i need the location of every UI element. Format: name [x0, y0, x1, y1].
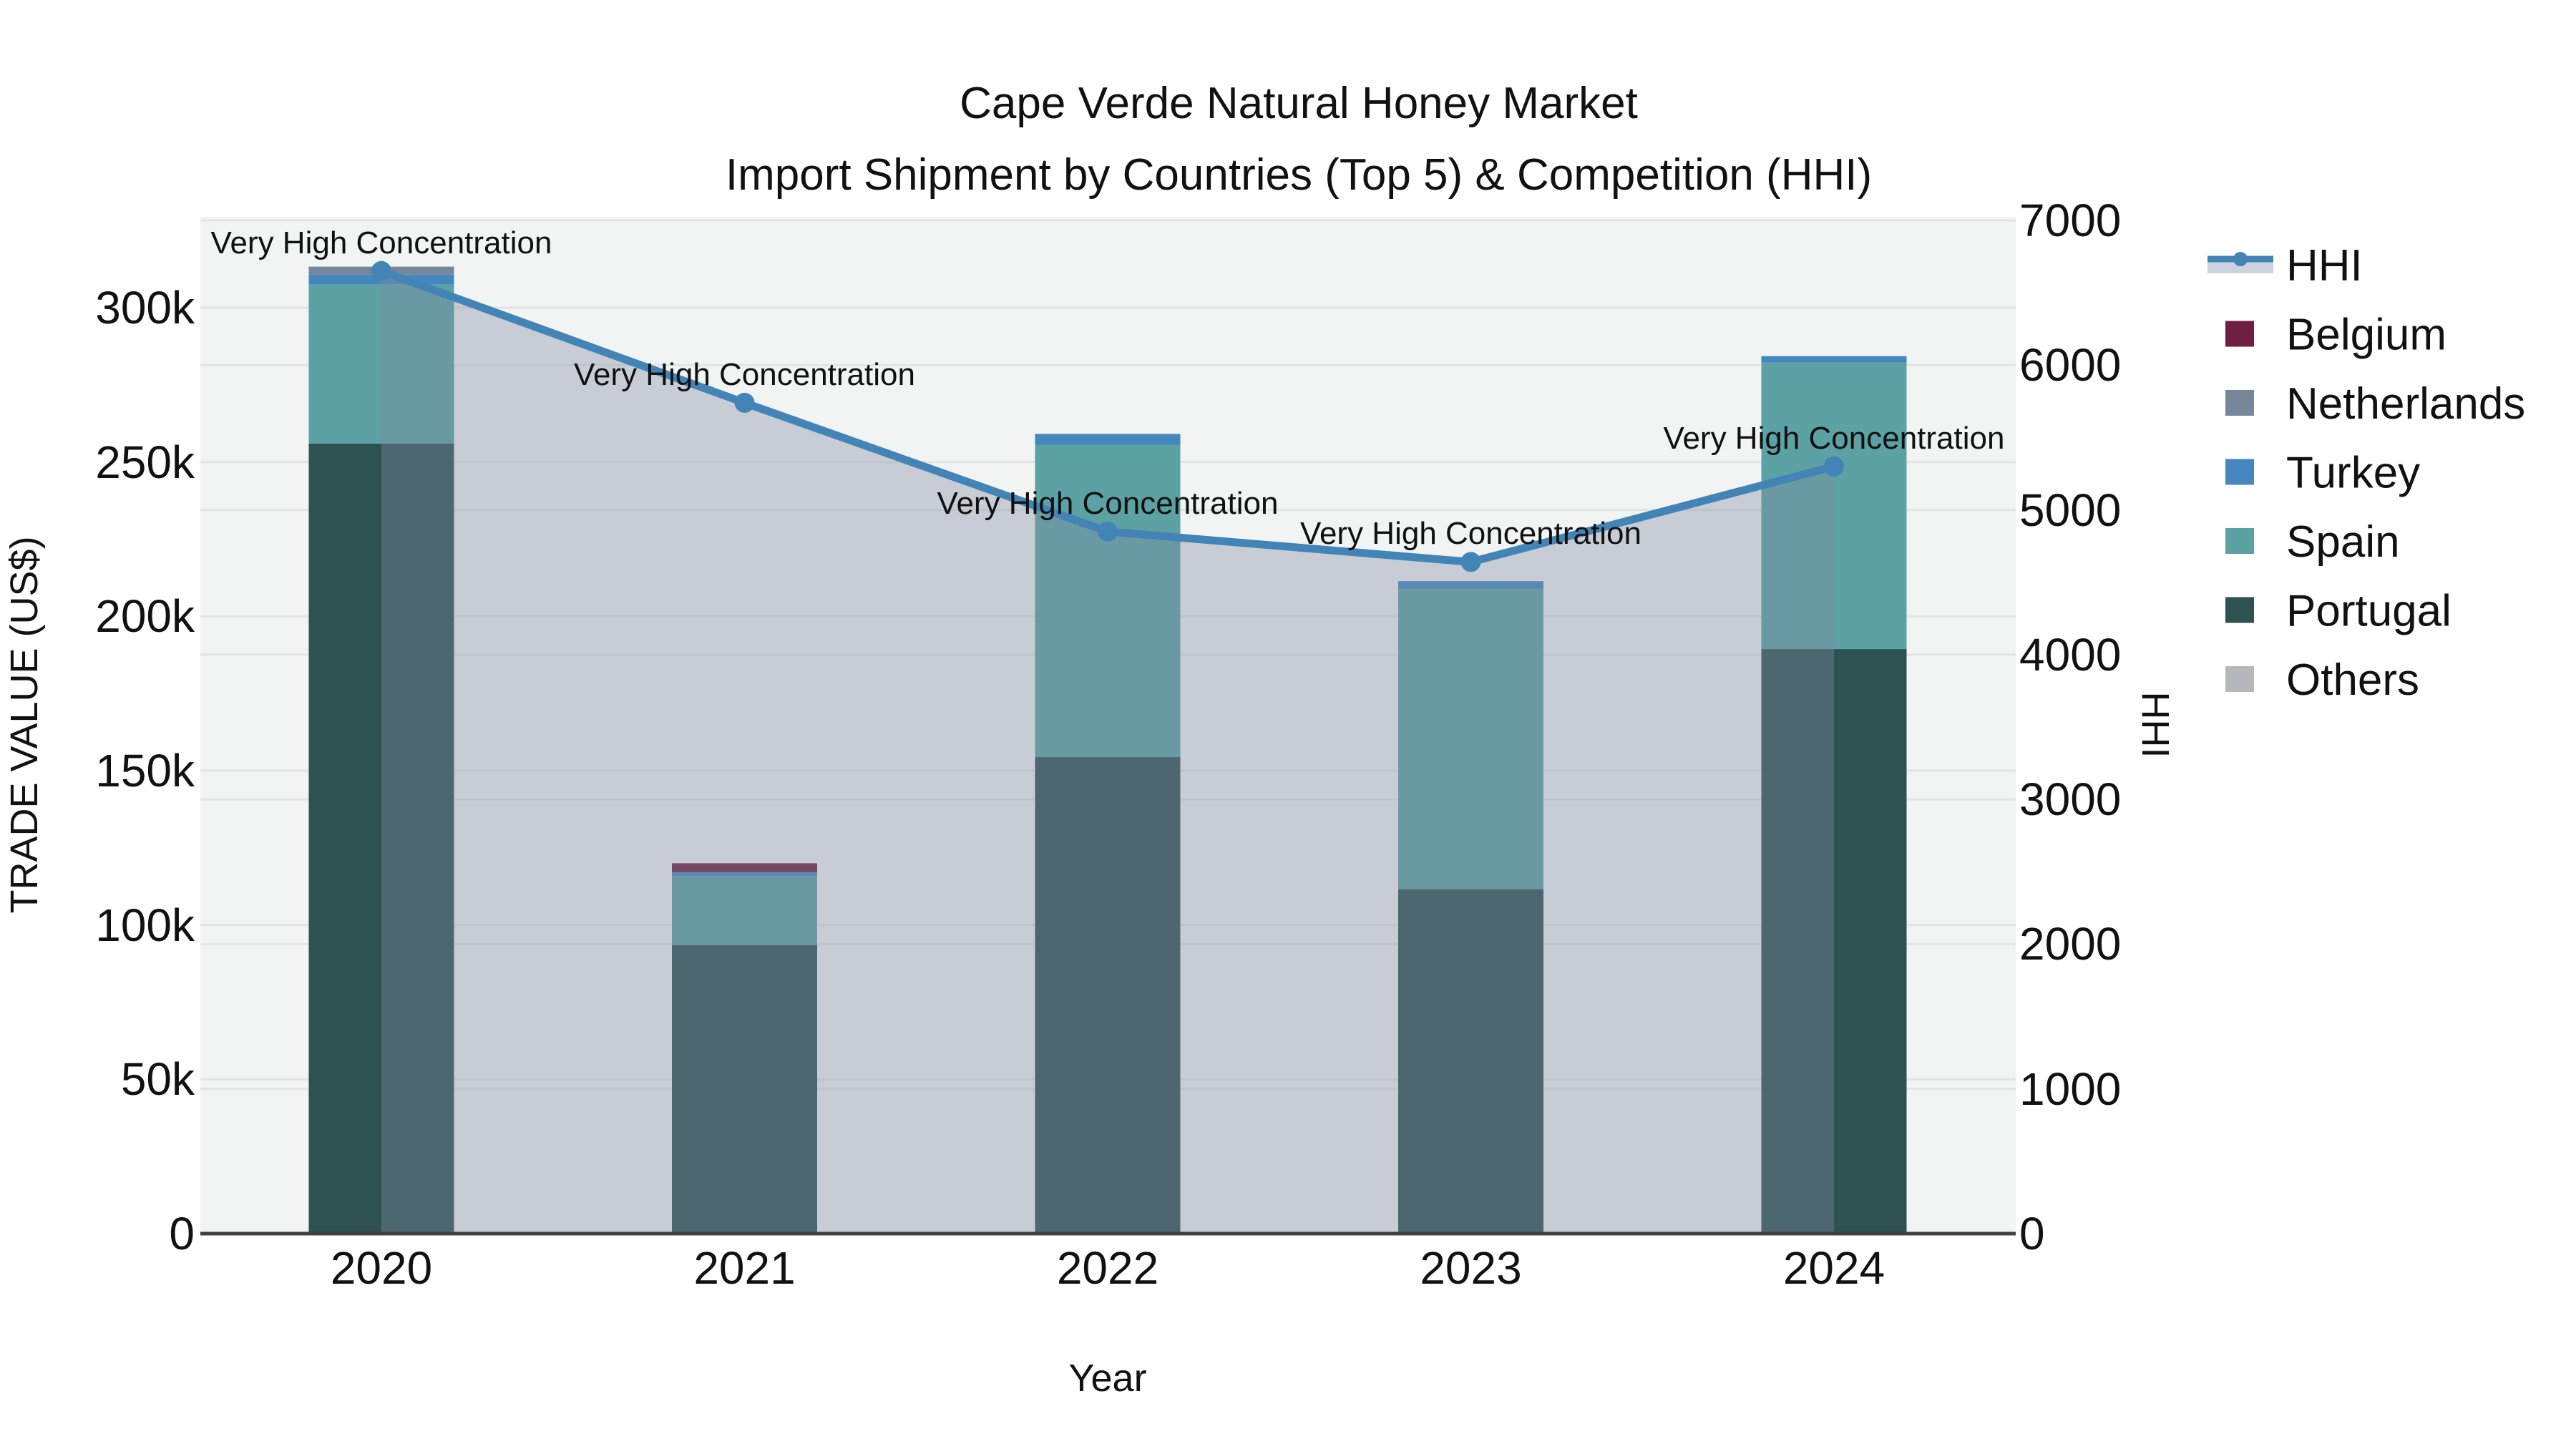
bar-2021-spain[interactable] [672, 876, 817, 945]
legend-swatch-spain [2225, 528, 2254, 554]
y-left-tick-label: 0 [169, 1208, 195, 1259]
hhi-point-2021[interactable] [734, 392, 755, 413]
y-right-tick-label: 5000 [2019, 484, 2121, 536]
legend-item-others[interactable]: Others [2225, 655, 2419, 705]
y-right-tick-label: 6000 [2019, 339, 2121, 391]
hhi-point-2023[interactable] [1460, 552, 1481, 572]
bar-2020-portugal[interactable] [308, 443, 454, 1234]
right-axis-title: HHI [2134, 692, 2177, 758]
bar-2022-turkey[interactable] [1035, 434, 1181, 445]
legend-hhi-marker [2233, 252, 2248, 266]
annotation-very-high-concentration: Very High Concentration [1664, 421, 2005, 456]
legend-swatch-portugal [2225, 597, 2254, 623]
chart-title: Cape Verde Natural Honey Market [960, 79, 1638, 128]
legend-label-belgium: Belgium [2286, 311, 2446, 360]
hhi-point-2020[interactable] [371, 260, 391, 281]
y-left-tick-label: 200k [95, 590, 195, 642]
y-left-tick-label: 300k [95, 282, 195, 333]
y-right-tick-label: 2000 [2019, 918, 2121, 970]
legend-item-turkey[interactable]: Turkey [2225, 449, 2420, 498]
bar-2024-spain[interactable] [1761, 362, 1907, 650]
bar-2022-spain[interactable] [1035, 444, 1181, 758]
y-right-tick-label: 3000 [2019, 774, 2121, 825]
legend: HHI Belgium Netherlands Turkey Spain Portugal… [2207, 241, 2525, 705]
bar-2023-spain[interactable] [1398, 588, 1543, 889]
legend-label-spain: Spain [2286, 517, 2400, 567]
legend-swatch-belgium [2225, 321, 2254, 347]
annotation-very-high-concentration: Very High Concentration [1300, 516, 1641, 551]
legend-item-portugal[interactable]: Portugal [2225, 587, 2451, 636]
bar-2020-spain[interactable] [308, 284, 454, 444]
legend-swatch-others [2225, 666, 2254, 692]
legend-label-portugal: Portugal [2286, 587, 2451, 636]
bar-2024-turkey[interactable] [1761, 356, 1907, 363]
legend-label-hhi: HHI [2286, 241, 2363, 291]
y-left-tick-label: 100k [95, 899, 195, 951]
hhi-area [381, 270, 1834, 1234]
y-right-tick-label: 4000 [2019, 629, 2121, 680]
y-right-tick-label: 1000 [2019, 1063, 2121, 1115]
bar-2022-portugal[interactable] [1035, 757, 1181, 1234]
x-tick-label: 2022 [1057, 1242, 1158, 1294]
legend-label-netherlands: Netherlands [2286, 379, 2525, 429]
y-left-tick-label: 250k [95, 436, 195, 488]
left-axis-title: TRADE VALUE (US$) [3, 536, 46, 913]
annotation-very-high-concentration: Very High Concentration [211, 225, 552, 260]
legend-item-belgium[interactable]: Belgium [2225, 311, 2446, 360]
legend-swatch-turkey [2225, 459, 2254, 485]
x-tick-label: 2021 [693, 1242, 795, 1294]
bar-2023-turkey[interactable] [1398, 581, 1543, 589]
y-right-tick-label: 7000 [2019, 195, 2121, 246]
bar-2021-turkey[interactable] [672, 872, 817, 877]
x-tick-label: 2020 [331, 1242, 432, 1294]
annotation-very-high-concentration: Very High Concentration [937, 486, 1279, 521]
y-right-tick-label: 0 [2019, 1208, 2045, 1259]
legend-item-hhi[interactable]: HHI [2207, 241, 2363, 291]
bar-2021-belgium[interactable] [672, 863, 817, 872]
legend-hhi-area-swatch [2207, 261, 2273, 273]
y-left-tick-label: 50k [121, 1053, 195, 1105]
legend-swatch-netherlands [2225, 390, 2254, 416]
legend-item-spain[interactable]: Spain [2225, 517, 2400, 567]
legend-item-netherlands[interactable]: Netherlands [2225, 379, 2525, 429]
bar-2024-portugal[interactable] [1761, 649, 1907, 1234]
annotation-very-high-concentration: Very High Concentration [574, 357, 915, 392]
bar-2023-portugal[interactable] [1398, 889, 1543, 1234]
plot-area: Very High Concentration Very High Concent… [95, 195, 2121, 1294]
chart-subtitle: Import Shipment by Countries (Top 5) & C… [726, 150, 1872, 200]
bar-2021-portugal[interactable] [672, 945, 817, 1234]
hhi-point-2022[interactable] [1098, 521, 1118, 542]
legend-label-others: Others [2286, 655, 2419, 705]
hhi-point-2024[interactable] [1824, 456, 1844, 477]
legend-label-turkey: Turkey [2286, 449, 2420, 498]
x-tick-label: 2023 [1420, 1242, 1521, 1294]
x-tick-label: 2024 [1783, 1242, 1885, 1294]
y-left-tick-label: 150k [95, 745, 195, 796]
x-axis-title: Year [1068, 1357, 1146, 1400]
